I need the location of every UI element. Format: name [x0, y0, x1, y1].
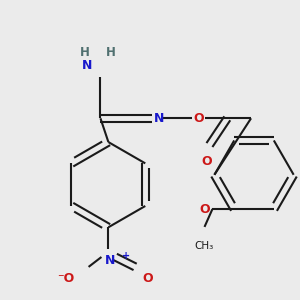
Text: O: O — [194, 112, 204, 125]
Text: N: N — [154, 112, 164, 125]
Text: O: O — [200, 202, 210, 216]
Text: +: + — [122, 251, 130, 261]
Text: N: N — [105, 254, 116, 267]
Text: O: O — [142, 272, 153, 285]
Text: H: H — [105, 46, 115, 59]
Text: O: O — [201, 155, 212, 168]
Text: N: N — [82, 59, 92, 72]
Text: H: H — [80, 46, 89, 59]
Text: CH₃: CH₃ — [195, 241, 214, 251]
Text: ⁻O: ⁻O — [58, 272, 75, 285]
